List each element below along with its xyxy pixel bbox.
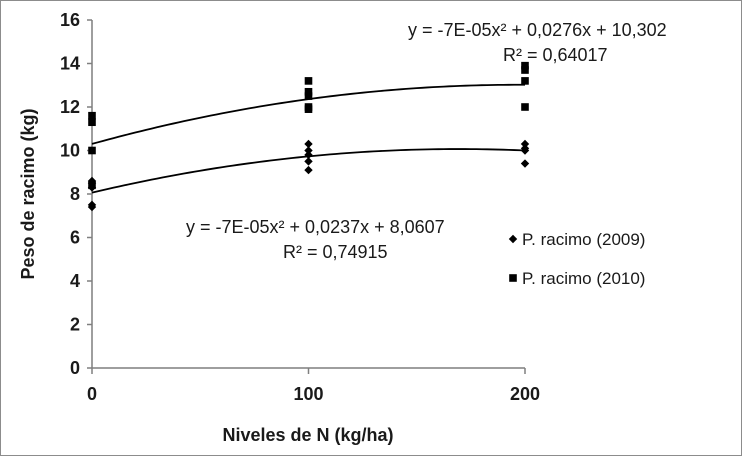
tick-marks bbox=[87, 19, 526, 374]
data-point-2010 bbox=[304, 103, 313, 111]
data-point-2009 bbox=[304, 157, 313, 166]
x-tick-label: 100 bbox=[293, 384, 323, 404]
data-points bbox=[87, 61, 530, 212]
data-point-2010 bbox=[304, 77, 313, 85]
y-tick-label: 4 bbox=[70, 271, 80, 291]
legend-marker-2009 bbox=[508, 234, 518, 244]
r2-2010: R² = 0,64017 bbox=[503, 45, 608, 65]
data-point-2010 bbox=[88, 118, 96, 127]
data-point-2010 bbox=[521, 77, 529, 85]
y-tick-label: 8 bbox=[70, 184, 80, 204]
data-point-2010 bbox=[521, 61, 529, 70]
trendlines bbox=[91, 83, 526, 194]
x-tick-label: 0 bbox=[87, 384, 97, 404]
y-tick-label: 16 bbox=[60, 10, 80, 30]
data-point-2009 bbox=[87, 200, 97, 210]
legend-label-2010: P. racimo (2010) bbox=[522, 269, 645, 288]
r2-2009: R² = 0,74915 bbox=[283, 242, 388, 262]
annotations: y = -7E-05x² + 0,0276x + 10,302 R² = 0,6… bbox=[186, 20, 667, 262]
data-point-2010 bbox=[304, 87, 313, 96]
y-tick-label: 2 bbox=[70, 315, 80, 335]
y-tick-label: 0 bbox=[70, 358, 80, 378]
y-tick-label: 6 bbox=[70, 228, 80, 248]
data-point-2010 bbox=[88, 146, 96, 155]
data-point-2009 bbox=[520, 159, 530, 168]
data-point-2010 bbox=[88, 111, 96, 120]
equation-2009: y = -7E-05x² + 0,0237x + 8,0607 bbox=[186, 217, 445, 237]
axes bbox=[91, 20, 525, 369]
data-point-2009 bbox=[520, 144, 530, 153]
legend-marker-2010 bbox=[509, 274, 517, 282]
y-tick-label: 10 bbox=[60, 141, 80, 161]
data-point-2009 bbox=[304, 165, 313, 175]
data-point-2009 bbox=[304, 146, 313, 155]
legend: P. racimo (2009) P. racimo (2010) bbox=[508, 230, 645, 288]
y-axis-title: Peso de racimo (kg) bbox=[18, 108, 38, 279]
data-point-2009 bbox=[304, 139, 313, 149]
tick-labels: 0 2 4 6 8 10 12 14 16 0 100 200 bbox=[60, 10, 540, 404]
y-tick-label: 12 bbox=[60, 97, 80, 117]
data-point-2010 bbox=[521, 103, 529, 111]
data-point-2009 bbox=[520, 139, 530, 149]
data-point-2010 bbox=[88, 181, 96, 190]
x-axis-title: Niveles de N (kg/ha) bbox=[222, 425, 393, 445]
x-tick-label: 200 bbox=[510, 384, 540, 404]
legend-label-2009: P. racimo (2009) bbox=[522, 230, 645, 249]
data-point-2010 bbox=[521, 66, 529, 74]
data-point-2009 bbox=[304, 150, 313, 160]
equation-2010: y = -7E-05x² + 0,0276x + 10,302 bbox=[408, 20, 667, 40]
y-tick-label: 14 bbox=[60, 54, 80, 74]
data-point-2010 bbox=[304, 92, 313, 100]
